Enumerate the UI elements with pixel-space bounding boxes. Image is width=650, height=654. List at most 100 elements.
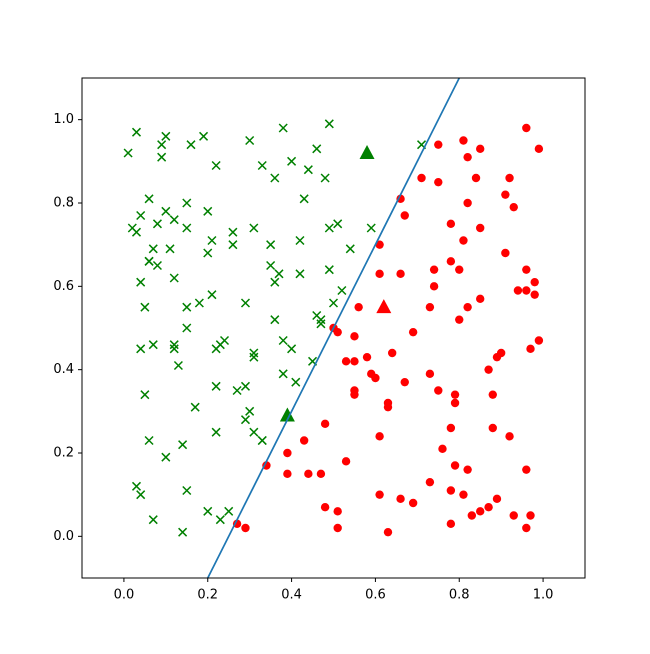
triangle-marker — [376, 299, 392, 314]
dot-marker — [459, 236, 468, 245]
x-marker — [203, 206, 213, 216]
dot-marker — [446, 257, 456, 266]
dot-marker — [463, 302, 472, 312]
dot-marker — [509, 202, 518, 212]
x-marker — [224, 506, 234, 516]
dot-marker — [333, 507, 342, 516]
x-marker — [249, 427, 259, 437]
x-marker — [270, 173, 280, 183]
dot-marker — [522, 123, 531, 133]
dot-marker — [455, 265, 464, 274]
y-tick-label: 0.6 — [53, 279, 74, 294]
dot-marker — [375, 269, 384, 279]
x-marker — [140, 302, 150, 312]
dot-marker — [463, 465, 472, 474]
dot-marker — [320, 419, 330, 429]
x-marker — [182, 485, 192, 496]
x-marker — [295, 269, 305, 279]
x-marker — [219, 335, 230, 346]
triangle-marker — [279, 407, 295, 422]
dot-marker — [505, 432, 514, 441]
dot-marker — [375, 432, 384, 441]
dot-marker — [350, 332, 359, 341]
y-tick-label: 0.2 — [53, 446, 74, 461]
dot-marker — [232, 519, 242, 529]
x-marker — [215, 515, 225, 525]
dot-marker — [333, 327, 342, 337]
x-marker — [199, 131, 209, 141]
x-marker — [240, 298, 251, 308]
dot-marker — [455, 315, 464, 324]
dot-marker — [501, 190, 510, 199]
x-marker — [182, 198, 192, 208]
dot-marker — [425, 477, 435, 487]
x-marker — [295, 235, 305, 246]
x-tick-label: 0.4 — [281, 588, 302, 603]
x-marker — [148, 244, 158, 254]
x-marker — [228, 227, 238, 237]
x-marker — [240, 415, 251, 425]
x-marker — [366, 223, 376, 233]
dot-marker — [316, 469, 326, 479]
dot-marker — [446, 519, 456, 529]
x-marker — [320, 173, 330, 183]
dot-marker — [425, 369, 435, 379]
dot-marker — [488, 390, 497, 399]
x-marker — [131, 127, 142, 137]
dot-marker — [534, 144, 544, 154]
x-marker — [266, 240, 276, 250]
x-marker — [328, 298, 339, 308]
x-marker — [157, 152, 167, 162]
dot-marker — [350, 357, 359, 366]
x-marker — [203, 506, 213, 516]
dot-marker — [429, 282, 439, 291]
x-marker — [337, 285, 347, 296]
dot-marker — [396, 194, 405, 204]
dot-marker — [304, 469, 313, 479]
x-marker — [240, 381, 251, 391]
boundary-line — [206, 78, 461, 578]
dot-marker — [526, 344, 535, 354]
dot-marker — [320, 502, 330, 512]
dot-marker — [262, 461, 271, 470]
x-marker — [131, 227, 142, 237]
dot-marker — [471, 173, 481, 183]
x-marker — [173, 360, 183, 371]
x-marker — [136, 277, 146, 287]
dot-marker — [400, 377, 409, 387]
x-marker — [245, 135, 255, 146]
x-marker — [324, 119, 334, 129]
dot-marker — [446, 486, 456, 495]
x-marker — [203, 248, 213, 258]
dot-marker — [476, 144, 485, 154]
dot-marker — [459, 490, 468, 499]
dot-marker — [417, 173, 426, 183]
y-tick-label: 0.4 — [53, 362, 74, 377]
x-marker — [270, 277, 280, 287]
x-tick-label: 0.8 — [449, 588, 470, 603]
dot-marker — [333, 523, 342, 533]
x-marker — [161, 452, 171, 462]
x-marker — [270, 315, 280, 325]
dot-marker — [501, 248, 510, 258]
dot-marker — [446, 219, 456, 229]
x-marker — [324, 223, 334, 233]
dot-marker — [354, 302, 363, 312]
dot-marker — [434, 177, 443, 187]
dot-marker — [505, 173, 514, 183]
dot-marker — [522, 465, 531, 474]
dot-marker — [484, 502, 493, 512]
dot-marker — [396, 494, 405, 504]
x-marker — [144, 435, 154, 446]
dot-marker — [463, 152, 472, 162]
dot-marker — [375, 240, 384, 249]
x-tick-label: 0.6 — [365, 588, 386, 603]
x-tick-label: 1.0 — [533, 588, 554, 603]
x-marker — [140, 390, 150, 400]
dot-marker — [492, 352, 502, 362]
x-marker — [182, 302, 192, 312]
dot-marker — [434, 386, 443, 395]
x-marker — [278, 369, 288, 379]
dot-marker — [341, 457, 351, 466]
x-marker — [274, 269, 284, 279]
